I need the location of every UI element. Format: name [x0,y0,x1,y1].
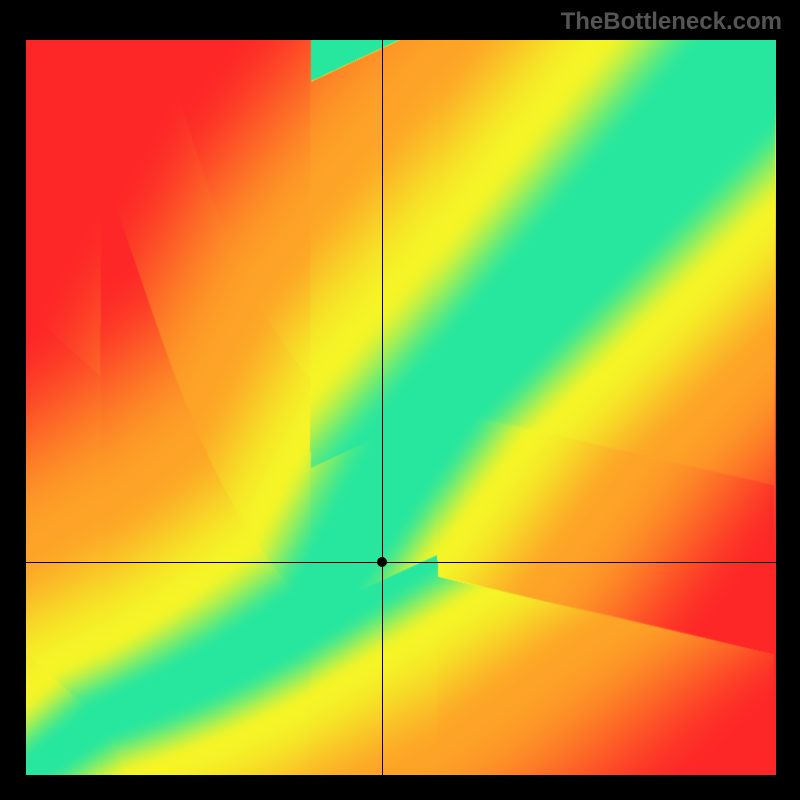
crosshair-vertical [382,40,383,775]
chart-container: { "watermark": { "text": "TheBottleneck.… [0,0,800,800]
bottleneck-heatmap [26,40,776,775]
watermark-text: TheBottleneck.com [561,8,782,36]
crosshair-horizontal [26,562,776,563]
